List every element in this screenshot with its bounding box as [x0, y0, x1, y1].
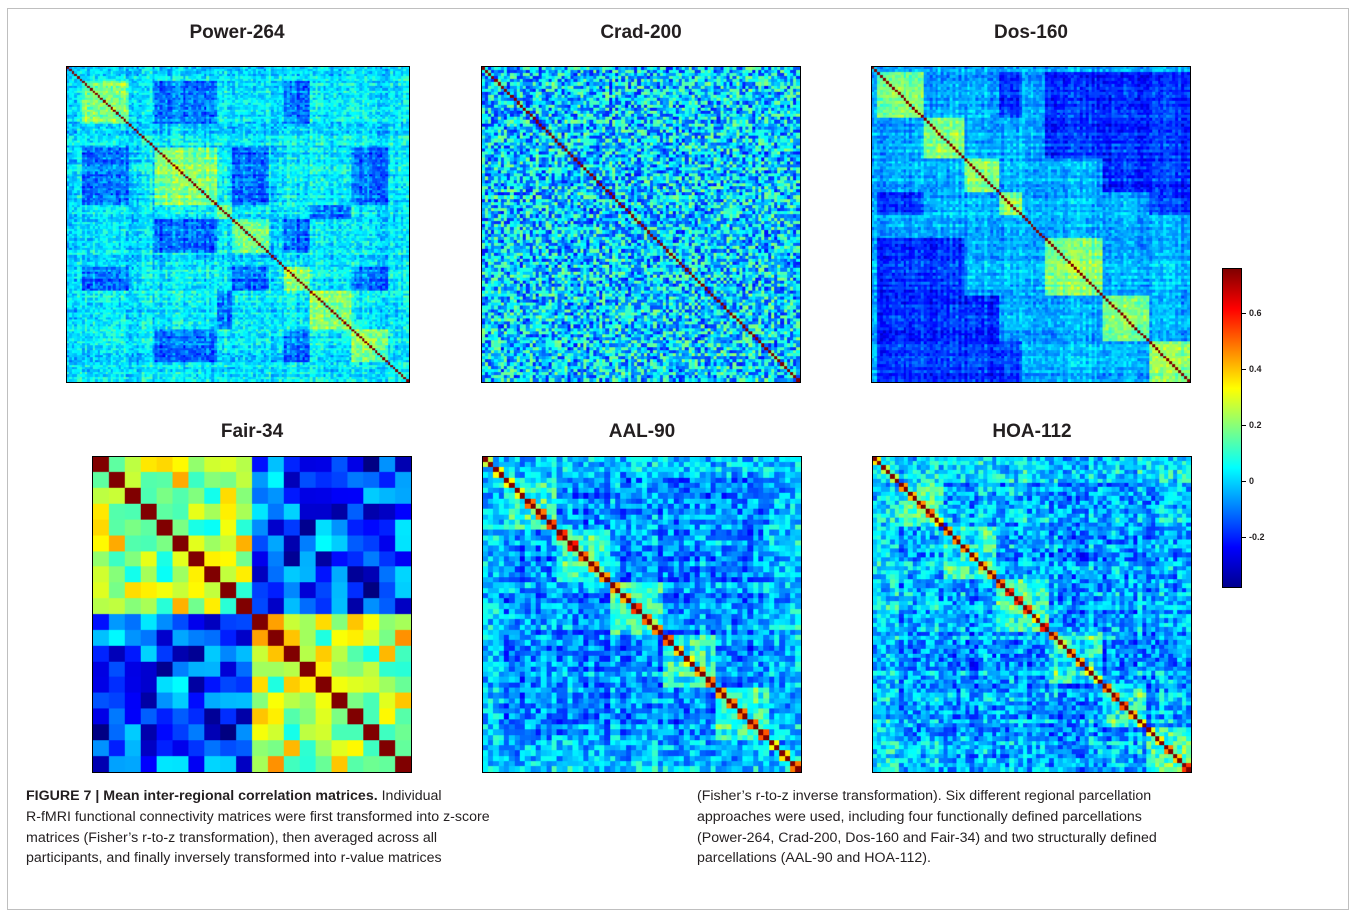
matrix-dos-160	[871, 66, 1191, 383]
panel-title-crad: Crad-200	[600, 22, 682, 43]
caption-line: parcellations (AAL-90 and HOA-112).	[697, 850, 931, 867]
caption-line: matrices (Fisher’s r-to-z transformation…	[26, 829, 438, 846]
caption-line: approaches were used, including four fun…	[697, 808, 1142, 825]
panel-title-hoa: HOA-112	[992, 421, 1072, 442]
panel-title-fair: Fair-34	[220, 421, 284, 442]
matrix-crad-200	[481, 66, 801, 383]
colorbar	[1222, 268, 1242, 588]
matrix-fair-34	[92, 456, 412, 773]
panel-title-dos: Dos-160	[994, 22, 1068, 43]
caption-line: R-fMRI functional connectivity matrices …	[26, 808, 490, 825]
caption-line: Individual	[381, 788, 442, 804]
caption-label: FIGURE 7 | Mean inter-regional correlati…	[26, 788, 378, 804]
matrix-power-264	[66, 66, 410, 383]
figure-caption-left: FIGURE 7 | Mean inter-regional correlati…	[26, 786, 656, 869]
matrix-aal-90	[482, 456, 802, 773]
colorbar-tick	[1241, 425, 1246, 427]
colorbar-tick-label: 0.2	[1249, 420, 1262, 431]
caption-line: (Power-264, Crad-200, Dos-160 and Fair-3…	[697, 829, 1157, 846]
figure-frame	[7, 8, 1349, 910]
matrix-hoa-112	[872, 456, 1192, 773]
colorbar-tick	[1241, 481, 1246, 483]
caption-line: (Fisher’s r-to-z inverse transformation)…	[697, 788, 1152, 804]
colorbar-tick-label: 0	[1249, 476, 1255, 487]
colorbar-tick	[1241, 312, 1246, 314]
panel-title-aal: AAL-90	[608, 421, 676, 442]
colorbar-tick	[1241, 537, 1246, 539]
colorbar-tick-label: 0.6	[1249, 307, 1262, 318]
figure-caption-right: (Fisher’s r-to-z inverse transformation)…	[697, 786, 1337, 869]
caption-line: participants, and finally inversely tran…	[26, 850, 442, 867]
colorbar-tick-label: 0.4	[1249, 364, 1262, 375]
panel-title-power: Power-264	[189, 22, 285, 43]
colorbar-tick	[1241, 369, 1246, 371]
colorbar-tick-label: -0.2	[1249, 532, 1265, 543]
